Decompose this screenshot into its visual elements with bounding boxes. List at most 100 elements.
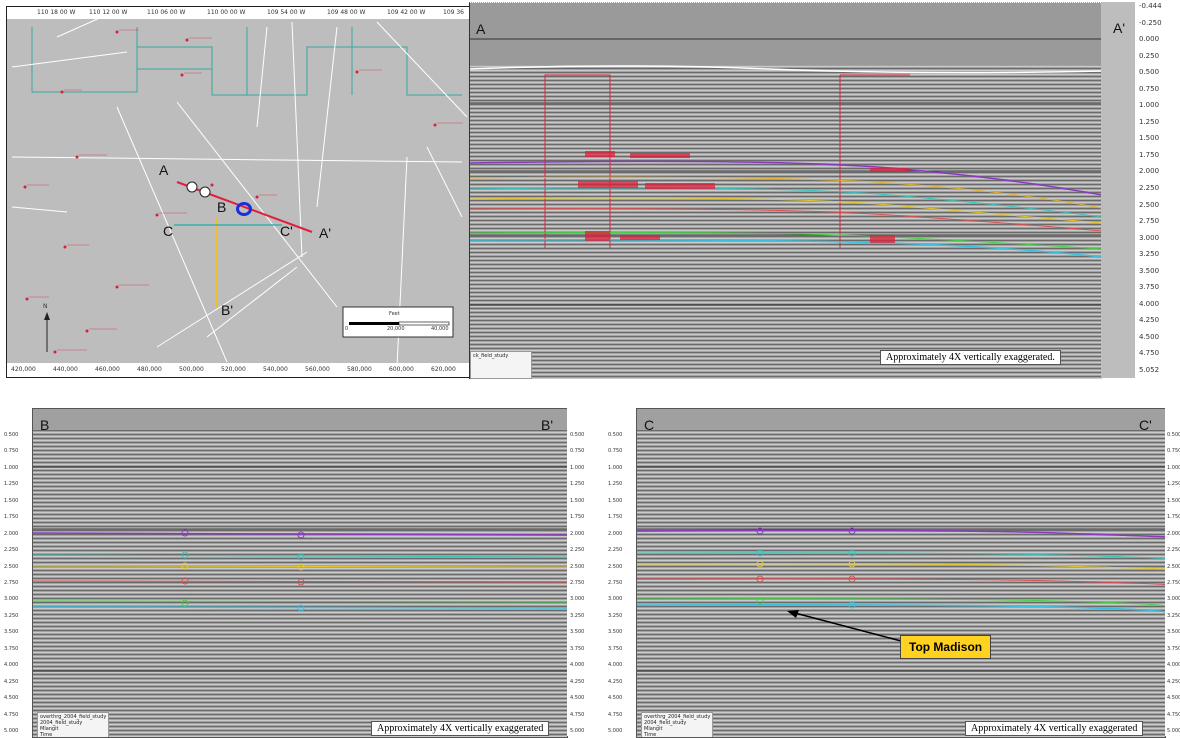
axis-tick: 1.500 [4, 497, 19, 504]
axis-tick: 0.750 [1167, 448, 1180, 455]
axis-tick: 3.750 [4, 645, 19, 652]
seismic-lines [11, 16, 468, 368]
section-b-note: Approximately 4X vertically exaggerated [371, 721, 550, 736]
axis-tick: 4.250 [4, 678, 19, 685]
axis-tick: -0.444 [1139, 2, 1162, 10]
axis-tick: 0.500 [1139, 68, 1160, 77]
axis-tick: 4.750 [1139, 349, 1160, 358]
base-map-canvas [11, 16, 468, 371]
axis-tick: 0.250 [1139, 51, 1160, 60]
axis-tick: 3.250 [1167, 612, 1180, 619]
axis-tick: 1.250 [570, 481, 585, 488]
axis-tick: 3.000 [570, 596, 585, 603]
axis-tick: 3.250 [1139, 250, 1160, 259]
axis-tick: 2.500 [4, 563, 19, 570]
section-a-legend: ck_field_study [470, 351, 532, 379]
axis-tick: 3.000 [4, 596, 19, 603]
well-circle-2 [199, 186, 211, 198]
axis-tick: 3.500 [570, 629, 585, 636]
axis-tick: 1.000 [1167, 464, 1180, 471]
axis-tick: 5.000 [570, 728, 585, 734]
lease-grid [31, 27, 462, 96]
top-madison-callout: Top Madison [900, 635, 992, 659]
axis-tick: 2.500 [1167, 563, 1180, 570]
axis-tick: 4.000 [570, 662, 585, 669]
section-b-traces [33, 429, 567, 737]
axis-tick: 4.000 [4, 662, 19, 669]
axis-tick: 2.250 [608, 547, 623, 554]
axis-tick: 0.750 [608, 448, 623, 455]
map-label-a-prime: A' [319, 225, 332, 241]
section-c-upper-band [637, 409, 1165, 429]
x-tick: 620,000 [431, 366, 456, 373]
axis-tick: 1.750 [608, 514, 623, 521]
axis-tick: 1.000 [4, 464, 19, 471]
top-tick: 110 00 00 W [207, 9, 246, 16]
map-label-c: C [163, 223, 174, 239]
x-tick: 600,000 [389, 366, 414, 373]
section-a-axis: -0.444 -0.250 0.000 0.250 0.500 0.750 1.000 1.2… [1136, 0, 1180, 378]
x-tick: 480,000 [137, 366, 162, 373]
axis-tick: 2.250 [1139, 184, 1160, 192]
legend-line: Mlangit [644, 726, 663, 732]
axis-tick: 2.000 [570, 530, 585, 537]
seismic-section-a: A A' ck_field_study Approximately 4X ver… [469, 2, 1102, 379]
map-label-b: B [217, 199, 227, 215]
line-a-a-prime [176, 181, 313, 233]
axis-tick: 4.250 [1167, 678, 1180, 685]
base-map: 110 18 00 W 110 12 00 W 110 06 00 W 110 … [6, 6, 470, 378]
scale-tick: 40,000 [431, 326, 449, 332]
axis-tick: 5.000 [4, 728, 19, 734]
legend-line: Time [40, 732, 53, 738]
x-tick: 440,000 [53, 366, 78, 373]
section-c-note: Approximately 4X vertically exaggerated [965, 721, 1144, 736]
axis-tick: 3.750 [608, 645, 623, 652]
axis-tick: 4.500 [608, 695, 623, 702]
axis-tick: 1.750 [1167, 514, 1180, 521]
section-c-left-label: C [644, 417, 655, 433]
axis-tick: 3.500 [1167, 629, 1180, 636]
axis-tick: 4.250 [608, 678, 623, 685]
axis-tick: 0.750 [570, 448, 585, 455]
axis-tick: 3.250 [570, 612, 585, 619]
axis-tick: 0.500 [1167, 432, 1180, 438]
axis-tick: 3.000 [1139, 233, 1160, 242]
well-locations [23, 30, 437, 371]
section-b-left-axis: 0.500 0.750 1.000 1.250 1.500 1.750 2.000 2.250… [2, 408, 32, 736]
section-a-note: Approximately 4X vertically exaggerated. [880, 350, 1061, 365]
axis-tick: 1.250 [4, 481, 19, 488]
axis-tick: 2.750 [608, 580, 623, 586]
axis-tick: 0.500 [570, 432, 585, 438]
well-circle-1 [186, 181, 198, 193]
axis-tick: 1.750 [4, 514, 19, 521]
top-tick: 109 42 00 W [387, 9, 426, 16]
axis-tick: 3.250 [4, 612, 19, 619]
section-c-legend: overthrg_2004_field_study 2004_field_stu… [641, 712, 714, 737]
axis-tick: 0.750 [1139, 84, 1160, 93]
x-tick: 500,000 [179, 366, 204, 373]
x-tick: 460,000 [95, 366, 120, 373]
map-label-c-prime: C' [280, 223, 293, 239]
map-bottom-ticks: 420,000 440,000 460,000 480,000 500,000 … [7, 363, 469, 377]
scale-unit: Feet [389, 311, 400, 317]
section-c-right-axis: 0.500 0.750 1.000 1.250 1.500 1.750 2.000 2.250… [1165, 408, 1180, 736]
axis-tick: 1.750 [570, 514, 585, 521]
map-label-b-prime: B' [221, 302, 234, 318]
section-b-overlay [33, 466, 567, 672]
x-tick: 580,000 [347, 366, 372, 373]
callout-arrow-icon [787, 610, 902, 642]
section-a-overlay [470, 38, 1102, 306]
axis-tick: 4.750 [4, 711, 19, 718]
axis-tick: 2.000 [4, 530, 19, 537]
axis-tick: 3.000 [1167, 596, 1180, 603]
section-a-traces [470, 65, 1102, 379]
axis-tick: 4.000 [1139, 299, 1160, 308]
axis-tick: 2.500 [570, 563, 585, 570]
axis-tick: 1.250 [1167, 481, 1180, 488]
axis-tick: 2.250 [4, 547, 19, 554]
section-c-right-label: C' [1139, 417, 1152, 433]
map-top-ticks: 110 18 00 W 110 12 00 W 110 06 00 W 110 … [7, 7, 469, 19]
x-tick: 560,000 [305, 366, 330, 373]
section-b-left-label: B [40, 417, 50, 433]
section-c-traces [637, 429, 1165, 737]
